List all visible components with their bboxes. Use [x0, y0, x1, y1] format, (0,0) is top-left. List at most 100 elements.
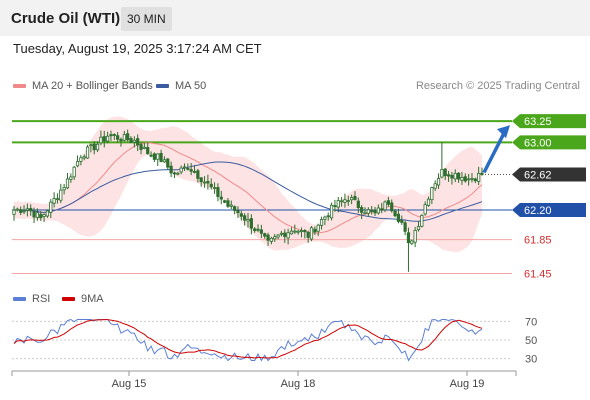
candle: [253, 227, 257, 233]
ma20-line: [13, 142, 483, 234]
candle-body: [383, 201, 387, 211]
ma50-label: MA 50: [175, 80, 207, 92]
level-63-25-tag: [512, 114, 586, 129]
candle-body: [142, 146, 146, 149]
candle: [152, 152, 156, 163]
candle: [316, 223, 320, 237]
candle-body: [89, 144, 93, 147]
candle-body: [436, 178, 441, 186]
candle: [436, 173, 441, 189]
candle-body: [19, 209, 23, 213]
candle-body: [229, 204, 233, 207]
candle: [32, 207, 36, 223]
candle-body: [159, 153, 163, 162]
candle-body: [363, 212, 367, 215]
candle-body: [49, 201, 53, 213]
candle-body: [450, 174, 454, 179]
candle-body: [82, 156, 86, 159]
candle: [249, 214, 253, 235]
candle-body: [329, 204, 334, 219]
candle-body: [79, 157, 83, 162]
candle: [99, 130, 103, 146]
candle-body: [456, 172, 461, 180]
candle-body: [266, 234, 270, 241]
candle: [79, 154, 83, 166]
candle: [85, 144, 90, 159]
candle: [410, 239, 414, 246]
rsi-ma-label: 9MA: [81, 293, 104, 305]
candle: [172, 171, 177, 179]
candle: [196, 168, 200, 183]
bollinger-bands: [14, 116, 482, 253]
candle: [72, 165, 76, 180]
candle-body: [52, 198, 56, 204]
candle-body: [212, 187, 217, 189]
candle-body: [72, 166, 76, 178]
candle-body: [122, 134, 126, 141]
candle-body: [390, 202, 394, 212]
candle-body: [470, 177, 474, 180]
candle: [313, 226, 317, 235]
candle-body: [202, 181, 207, 184]
candle-body: [179, 167, 183, 173]
rsi-panel: 70 50 30: [12, 316, 537, 366]
candle-body: [65, 178, 70, 189]
candle-body: [289, 230, 294, 235]
candle-body: [169, 165, 173, 174]
candle: [343, 193, 347, 208]
candle: [202, 176, 207, 188]
candle-body: [239, 213, 243, 217]
candle: [65, 172, 70, 190]
candle-body: [126, 133, 130, 141]
timeframe-button[interactable]: 30 MIN: [121, 7, 172, 31]
candle-body: [410, 240, 414, 245]
forecast-arrow-shaft: [482, 132, 506, 174]
candle-body: [106, 135, 110, 142]
candle: [236, 206, 240, 219]
candle: [206, 174, 210, 190]
candle-body: [477, 172, 481, 182]
candle: [416, 221, 421, 232]
candle: [95, 141, 100, 153]
candle: [55, 193, 60, 204]
candle: [376, 204, 380, 215]
candle: [59, 183, 63, 204]
candle-body: [22, 210, 26, 213]
candle-body: [32, 211, 36, 218]
forecast-overlay: [482, 125, 510, 174]
candle-body: [273, 236, 277, 240]
candle-body: [296, 230, 300, 233]
candle-body: [236, 210, 240, 214]
x-tick-label: Aug 19: [450, 378, 485, 390]
candle: [169, 161, 173, 178]
candle-body: [380, 208, 384, 211]
candle-body: [59, 189, 63, 201]
rsi-level-label-70: 70: [525, 316, 537, 328]
candle: [69, 173, 73, 183]
candle: [306, 230, 310, 243]
bollinger-band-fill: [14, 116, 482, 253]
candle-body: [253, 228, 257, 232]
moving-averages: [13, 142, 483, 234]
candle-body: [116, 135, 120, 140]
research-credit: Research © 2025 Trading Central: [415, 80, 580, 92]
candle-body: [453, 173, 457, 180]
candle: [370, 205, 374, 215]
candle: [350, 194, 354, 205]
candle-body: [39, 213, 43, 219]
candle-body: [339, 200, 344, 203]
candle: [276, 233, 280, 240]
candle-body: [112, 134, 116, 136]
candle-body: [393, 210, 397, 217]
candle: [132, 136, 136, 148]
candle: [109, 130, 113, 141]
candle-body: [353, 196, 357, 200]
candle-body: [276, 234, 280, 238]
candle: [336, 196, 340, 213]
candle: [456, 172, 461, 183]
rsi-level-label-30: 30: [525, 354, 537, 366]
candle: [256, 224, 260, 233]
candle: [420, 214, 424, 228]
candle: [440, 142, 444, 179]
